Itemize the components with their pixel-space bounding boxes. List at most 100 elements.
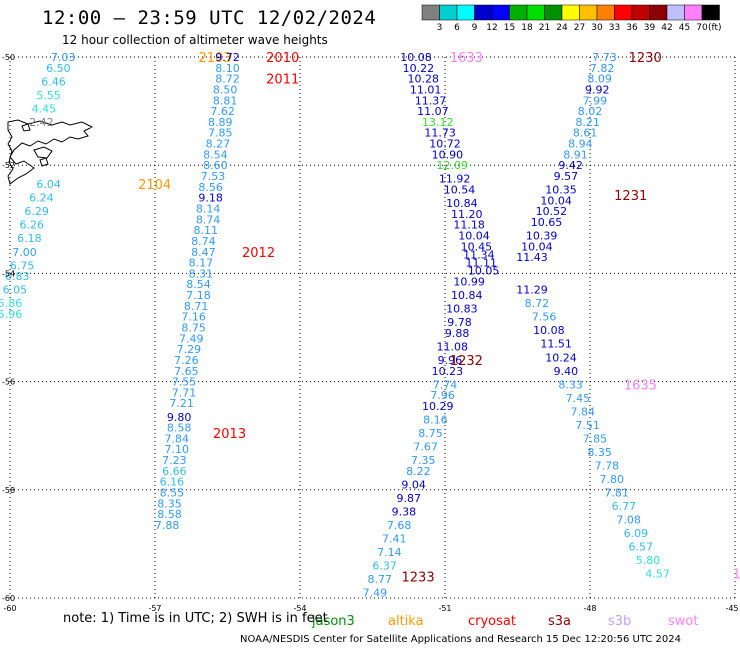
legend-satellite-s3b: s3b: [608, 614, 631, 629]
wave-height-value: 5.96: [0, 308, 22, 321]
wave-height-value: 7.35: [411, 454, 436, 467]
wave-height-value: 5.55: [36, 89, 61, 102]
wave-height-value: 10.72: [429, 138, 461, 151]
wave-height-value: 7.62: [210, 105, 235, 118]
wave-height-value: 8.50: [213, 83, 238, 96]
wave-height-value: 4.57: [645, 568, 670, 581]
colorbar-swatch: [456, 4, 475, 21]
colorbar: 3 6 9 12 15 18 21 24 27 30 33 36 39 42 45 70 (ft): [421, 4, 722, 33]
colorbar-tick-label: 27: [574, 23, 585, 33]
wave-height-value: 10.24: [545, 351, 577, 364]
wave-height-value: 9.38: [392, 505, 417, 518]
wave-height-value: 11.29: [516, 284, 548, 297]
wave-height-value: 10.04: [521, 240, 553, 253]
wave-height-value: 4.45: [32, 102, 57, 115]
legend-satellite-cryosat: cryosat: [468, 614, 516, 629]
wave-height-value: 7.96: [430, 389, 455, 402]
colorbar-swatch: [596, 4, 615, 21]
wave-height-value: 11.43: [516, 251, 548, 264]
colorbar-tick-label: 12: [486, 23, 497, 33]
wave-height-value: 7.51: [575, 419, 600, 432]
wave-height-value: 8.74: [196, 213, 221, 226]
pass-time-label: 2103: [199, 51, 232, 66]
y-tick-label: -56: [2, 378, 15, 387]
wave-height-value: 10.04: [458, 230, 490, 243]
wave-height-value: 11.92: [439, 173, 471, 186]
wave-height-value: 8.58: [167, 422, 192, 435]
pass-time-label: 1233: [402, 570, 435, 585]
wave-height-value: 12.09: [437, 159, 469, 172]
wave-height-value: 7.08: [616, 514, 641, 527]
wave-height-value: 11.73: [424, 127, 456, 140]
colorbar-tick-label: 45: [679, 23, 690, 33]
wave-height-value: 8.22: [406, 465, 431, 478]
wave-height-value: 7.88: [155, 519, 180, 532]
wave-height-value: 7.21: [169, 397, 194, 410]
wave-height-value: 11.08: [437, 340, 469, 353]
wave-height-value: 8.10: [215, 62, 240, 75]
axis-tick-labels: -60 -57 -54 -51 -48 -45 -50 -52 -54 -56 -58 -60: [2, 53, 739, 613]
wave-height-value: 6.24: [29, 192, 54, 205]
wave-height-value: 7.03: [51, 51, 76, 64]
colorbar-tick-label: 42: [661, 23, 672, 33]
pass-time-label: 1635: [624, 378, 657, 393]
wave-height-value: 8.61: [573, 127, 598, 140]
wave-height-value: 7.49: [363, 587, 388, 600]
wave-height-value: 9.18: [198, 192, 223, 205]
wave-height-value: 10.35: [545, 184, 577, 197]
wave-height-value: 9.57: [554, 170, 579, 183]
colorbar-swatch: [649, 4, 668, 21]
colorbar-tick-label: 18: [521, 23, 533, 33]
wave-height-value: 8.09: [587, 73, 612, 86]
wave-height-value: 8.72: [525, 297, 550, 310]
wave-height-value: 8.89: [208, 116, 233, 129]
wave-height-value: 8.75: [181, 322, 206, 335]
wave-height-value: 8.02: [578, 105, 603, 118]
x-tick-label: -54: [293, 604, 306, 613]
wave-height-value: 7.45: [566, 392, 591, 405]
colorbar-swatch: [544, 4, 563, 21]
colorbar-tick-label: 24: [556, 23, 568, 33]
wave-height-value: 7.73: [592, 51, 617, 64]
wave-height-value: 7.84: [571, 405, 596, 418]
pass-time-label: 1633: [450, 51, 483, 66]
legend-satellite-jason3: jason3: [311, 614, 355, 629]
wave-height-value: 9.96: [438, 354, 463, 367]
wave-height-value: 13.12: [422, 116, 454, 129]
wave-height-value: 8.55: [160, 487, 185, 500]
wave-height-value: 6.83: [5, 270, 30, 283]
wave-height-value: 7.68: [387, 519, 412, 532]
colorbar-tick-label: 6: [454, 23, 460, 33]
wave-height-value: 11.07: [417, 105, 449, 118]
wave-height-value: 8.58: [157, 508, 182, 521]
wave-height-value: 6.37: [372, 560, 397, 573]
colorbar-swatch: [421, 4, 440, 21]
wave-height-value: 8.31: [189, 267, 214, 280]
colorbar-swatch: [684, 4, 703, 21]
wave-height-value: 8.14: [196, 202, 221, 215]
altimeter-tracks: 7.036.506.465.554.452.42 2103 6.046.246.29…: [0, 51, 740, 600]
colorbar-swatch: [614, 4, 633, 21]
colorbar-swatch: [561, 4, 580, 21]
falkland-islands-coastline: [7, 119, 94, 185]
wave-height-value: 10.04: [540, 194, 572, 207]
wave-height-value: 10.84: [446, 197, 478, 210]
wave-height-value: 11.51: [540, 338, 572, 351]
colorbar-tick-label: 9: [472, 23, 478, 33]
wave-height-value: 7.10: [165, 443, 190, 456]
wave-height-value: 8.16: [423, 413, 448, 426]
colorbar-swatch: [526, 4, 545, 21]
wave-height-value: 10.05: [468, 265, 500, 278]
wave-height-value: 7.65: [174, 365, 199, 378]
wave-height-value: 8.54: [186, 278, 211, 291]
wave-height-value: 7.74: [433, 378, 458, 391]
wave-height-value: 7.85: [583, 432, 608, 445]
wave-height-value: 9.80: [167, 411, 192, 424]
wave-height-value: 6.26: [20, 219, 45, 232]
colorbar-tick-label: 21: [539, 23, 550, 33]
colorbar-tick-label: 15: [504, 23, 515, 33]
wave-height-value: 8.72: [215, 73, 240, 86]
wave-height-value: 7.84: [165, 432, 190, 445]
x-tick-label: -57: [148, 604, 161, 613]
wave-height-value: 7.55: [172, 376, 197, 389]
